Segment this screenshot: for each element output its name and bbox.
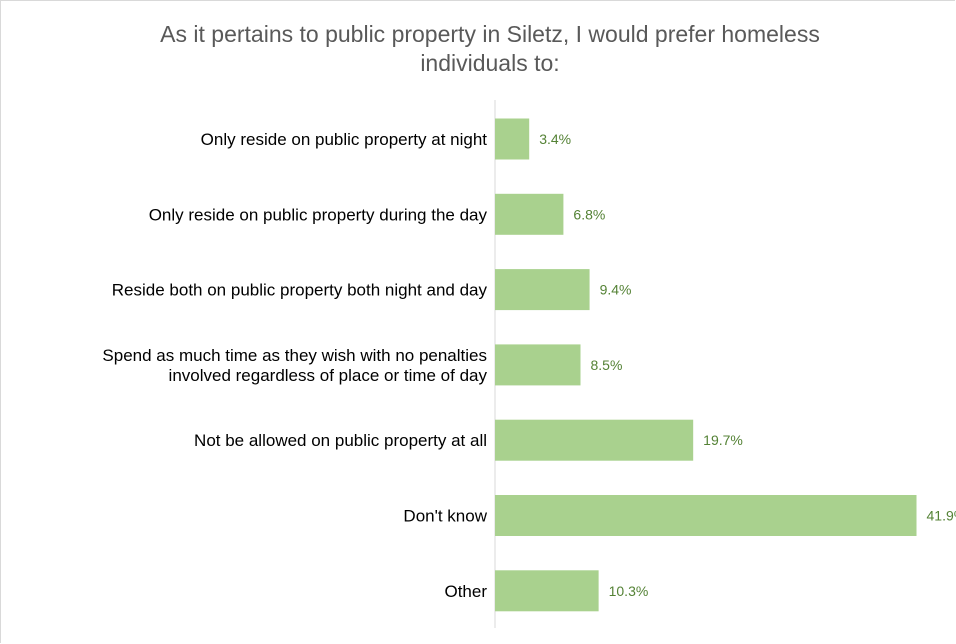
category-label-1: Only reside on public property during th… xyxy=(149,205,488,224)
category-label-2: Reside both on public property both nigh… xyxy=(112,281,488,300)
bar-3 xyxy=(495,344,581,386)
chart-title: As it pertains to public property in Sil… xyxy=(160,21,820,76)
data-label-5: 41.9% xyxy=(927,508,956,524)
category-label-4: Not be allowed on public property at all xyxy=(194,431,487,450)
category-label-6: Other xyxy=(444,582,487,601)
data-label-4: 19.7% xyxy=(703,432,743,448)
labels-layer: 3.4% Only reside on public property at ni… xyxy=(102,130,956,601)
bar-0 xyxy=(495,118,530,160)
data-label-6: 10.3% xyxy=(609,583,649,599)
bar-6 xyxy=(495,570,599,612)
data-label-2: 9.4% xyxy=(600,282,632,298)
category-label-0: Only reside on public property at night xyxy=(201,130,488,149)
data-label-1: 6.8% xyxy=(573,206,605,222)
bars-layer xyxy=(495,118,917,612)
category-label-3: Spend as much time as they wish with no … xyxy=(102,346,487,385)
category-label-5: Don't know xyxy=(403,507,487,526)
bar-2 xyxy=(495,269,590,311)
data-label-0: 3.4% xyxy=(539,131,571,147)
bar-4 xyxy=(495,419,694,461)
bar-1 xyxy=(495,193,564,235)
bar-5 xyxy=(495,495,917,536)
data-label-3: 8.5% xyxy=(591,357,623,373)
